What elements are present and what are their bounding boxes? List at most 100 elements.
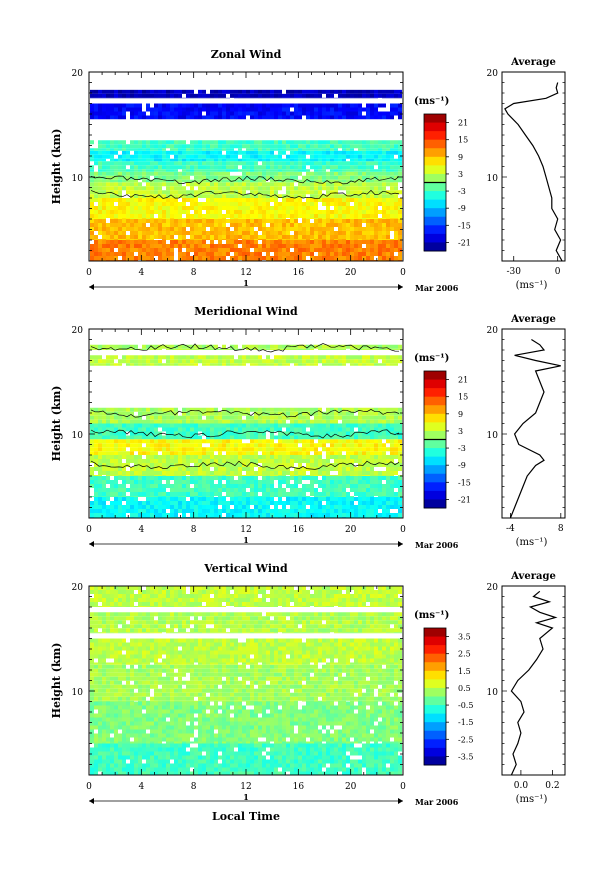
heatmap-cell: [338, 115, 342, 120]
heatmap-cell: [242, 214, 246, 218]
heatmap-cell: [198, 111, 202, 116]
heatmap-cell: [278, 161, 282, 166]
colorbar-swatch: [424, 131, 446, 141]
heatmap-cell: [290, 111, 294, 116]
heatmap-cell: [266, 488, 270, 492]
heatmap-cell: [182, 496, 186, 497]
heatmap-cell: [286, 239, 290, 240]
heatmap-cell: [338, 210, 342, 214]
heatmap-cell: [294, 218, 298, 219]
heatmap-cell: [202, 89, 206, 94]
heatmap-cell: [286, 497, 290, 501]
heatmap-cell: [130, 107, 134, 112]
heatmap-cell: [166, 219, 170, 223]
heatmap-cell: [170, 443, 174, 448]
heatmap-cell: [202, 451, 206, 455]
heatmap-cell: [230, 463, 234, 467]
heatmap-cell: [322, 202, 326, 206]
heatmap-cell: [326, 158, 330, 162]
heatmap-cell: [290, 475, 294, 476]
heatmap-cell: [262, 480, 266, 484]
heatmap-cell: [298, 214, 302, 218]
heatmap-cell: [226, 484, 230, 488]
heatmap-cell: [358, 492, 362, 496]
heatmap-cell: [198, 475, 202, 476]
heatmap-cell: [342, 443, 346, 448]
heatmap-cell: [362, 509, 366, 513]
heatmap-cell: [94, 497, 98, 501]
heatmap-cell: [266, 148, 270, 151]
heatmap-cell: [110, 161, 114, 166]
heatmap-cell: [334, 214, 338, 218]
heatmap-cell: [246, 219, 250, 223]
heatmap-cell: [110, 488, 114, 492]
panel-title: Meridional Wind: [194, 305, 298, 318]
heatmap-cell: [190, 150, 194, 155]
heatmap-cell: [282, 206, 286, 210]
heatmap-cell: [102, 496, 106, 497]
heatmap-cell: [198, 186, 202, 191]
heatmap-cell: [94, 513, 98, 517]
heatmap-cell: [318, 496, 322, 497]
heatmap-cell: [254, 240, 258, 244]
heatmap-cell: [182, 476, 186, 480]
heatmap-cell: [302, 89, 306, 94]
heatmap-cell: [154, 435, 158, 440]
heatmap-cell: [282, 235, 286, 239]
heatmap-cell: [370, 115, 374, 120]
heatmap-cell: [322, 505, 326, 509]
heatmap-cell: [238, 447, 242, 452]
heatmap-cell: [154, 186, 158, 191]
heatmap-cell: [270, 198, 274, 202]
heatmap-cell: [214, 423, 218, 428]
heatmap-cell: [230, 435, 234, 440]
heatmap-cell: [334, 186, 338, 191]
heatmap-cell: [126, 459, 130, 463]
heatmap-cell: [150, 179, 154, 183]
heatmap-cell: [150, 248, 154, 252]
heatmap-cell: [102, 161, 106, 166]
heatmap-cell: [398, 244, 402, 248]
heatmap-cell: [90, 231, 94, 235]
heatmap-cell: [154, 484, 158, 488]
heatmap-cell: [198, 218, 202, 219]
heatmap-cell: [354, 451, 358, 455]
heatmap-cell: [318, 256, 322, 260]
heatmap-cell: [238, 103, 242, 108]
heatmap-cell: [202, 431, 206, 436]
heatmap-cell: [246, 505, 250, 509]
heatmap-cell: [290, 186, 294, 191]
heatmap-cell: [326, 175, 330, 180]
heatmap-cell: [310, 497, 314, 501]
heatmap-cell: [198, 150, 202, 155]
heatmap-cell: [390, 158, 394, 162]
heatmap-cell: [334, 252, 338, 256]
heatmap-cell: [134, 175, 138, 180]
heatmap-cell: [174, 144, 178, 149]
heatmap-cell: [154, 443, 158, 448]
heatmap-cell: [118, 223, 122, 227]
heatmap-cell: [250, 439, 254, 444]
heatmap-cell: [170, 509, 174, 513]
heatmap-cell: [142, 427, 146, 432]
heatmap-cell: [326, 497, 330, 501]
heatmap-cell: [326, 252, 330, 256]
heatmap-cell: [242, 244, 246, 248]
heatmap-cell: [234, 219, 238, 223]
heatmap-cell: [214, 150, 218, 155]
heatmap-cell: [162, 235, 166, 239]
heatmap-cell: [158, 248, 162, 252]
heatmap-cell: [90, 509, 94, 513]
heatmap-cell: [342, 165, 346, 170]
heatmap-cell: [318, 248, 322, 252]
heatmap-cell: [318, 198, 322, 202]
heatmap-cell: [262, 140, 266, 145]
heatmap-cell: [134, 496, 138, 497]
heatmap-cell: [182, 161, 186, 166]
heatmap-cell: [238, 451, 242, 455]
heatmap-cell: [202, 484, 206, 488]
heatmap-cell: [254, 501, 258, 505]
heatmap-cell: [114, 497, 118, 501]
heatmap-cell: [350, 471, 354, 475]
heatmap-cell: [282, 240, 286, 244]
